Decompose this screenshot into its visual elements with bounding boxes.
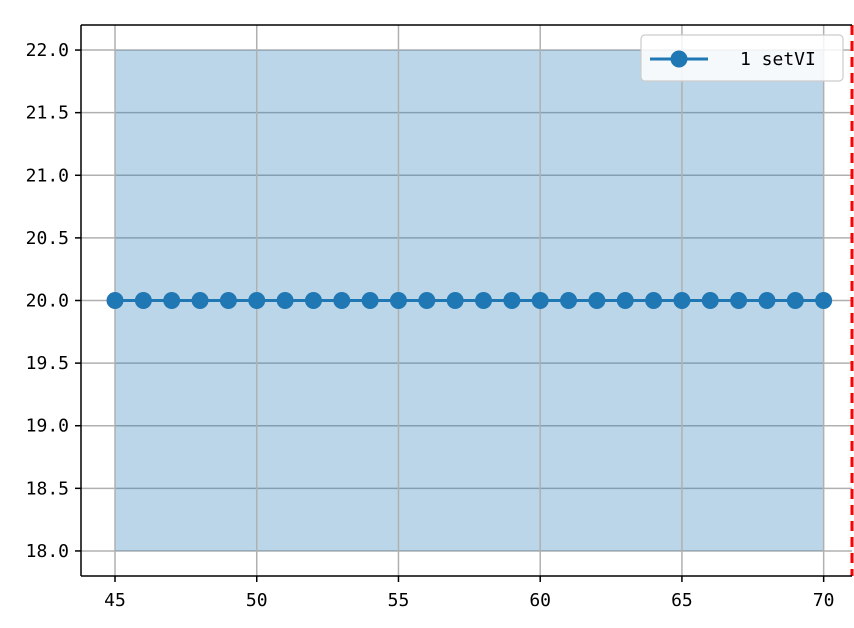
x-tick-label: 65 [671, 590, 693, 611]
data-point [134, 292, 152, 309]
y-tick-label: 18.0 [26, 541, 69, 562]
data-point [333, 292, 351, 309]
data-point [730, 292, 748, 309]
data-point [106, 292, 124, 309]
y-axis-ticks: 18.0 18.5 19.0 19.5 20.0 20.5 21.0 21.5 22.0 [26, 40, 81, 562]
data-point [503, 292, 521, 309]
x-tick-label: 50 [246, 590, 268, 611]
data-point [588, 292, 606, 309]
x-axis-ticks: 45 50 55 60 65 70 [104, 576, 834, 611]
y-tick-label: 20.0 [26, 291, 69, 312]
x-tick-label: 70 [813, 590, 835, 611]
series-layer [106, 292, 833, 309]
legend-box [640, 34, 844, 82]
legend-marker [670, 50, 688, 68]
y-tick-label: 20.5 [26, 228, 69, 249]
y-tick-label: 19.0 [26, 416, 69, 437]
data-point [645, 292, 663, 309]
legend-label: 1 setVI [740, 49, 816, 70]
data-point [418, 292, 436, 309]
data-point [163, 292, 181, 309]
data-point [389, 292, 407, 309]
data-point [815, 292, 833, 309]
data-point [446, 292, 464, 309]
x-tick-label: 60 [529, 590, 551, 611]
data-point [304, 292, 322, 309]
x-tick-label: 55 [388, 590, 410, 611]
legend: 1 setVI [640, 34, 844, 82]
y-tick-label: 19.5 [26, 353, 69, 374]
data-point [276, 292, 294, 309]
data-point [531, 292, 549, 309]
data-point [191, 292, 209, 309]
data-point [361, 292, 379, 309]
data-point [786, 292, 804, 309]
data-point [219, 292, 237, 309]
y-tick-label: 18.5 [26, 478, 69, 499]
data-point [475, 292, 493, 309]
data-point [701, 292, 719, 309]
x-tick-label: 45 [104, 590, 126, 611]
y-tick-label: 21.5 [26, 103, 69, 124]
data-point [673, 292, 691, 309]
y-tick-label: 22.0 [26, 40, 69, 61]
data-point [248, 292, 266, 309]
data-point [758, 292, 776, 309]
data-point [616, 292, 634, 309]
data-point [560, 292, 578, 309]
y-tick-label: 21.0 [26, 165, 69, 186]
